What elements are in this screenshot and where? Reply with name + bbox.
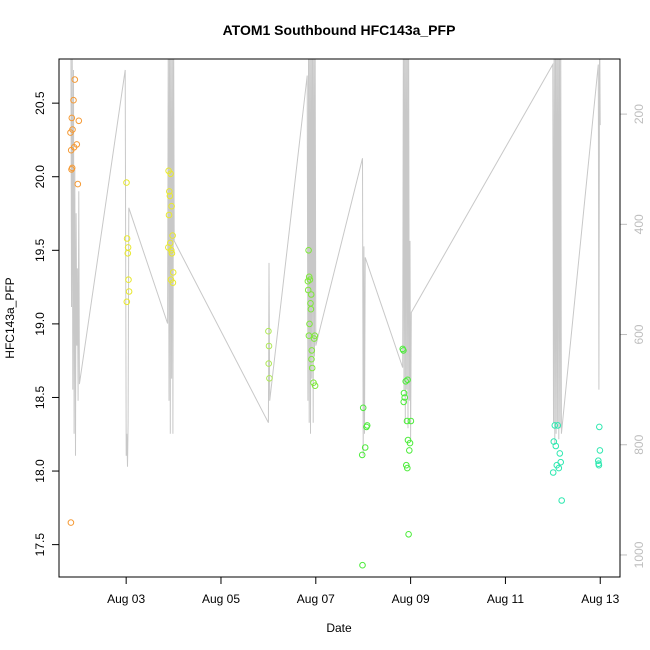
y-tick-label: 20.5: [33, 91, 47, 115]
data-point: [168, 250, 176, 257]
data-point: [405, 531, 412, 538]
data-point: [403, 461, 410, 469]
data-point: [75, 117, 83, 125]
data-point: [67, 519, 75, 526]
data-point: [304, 277, 312, 285]
data-point: [168, 247, 175, 254]
y-tick-label: 20.0: [33, 165, 47, 189]
y2-tick-label: 1000: [632, 541, 646, 568]
data-point: [406, 439, 414, 447]
points-layer: [67, 76, 604, 569]
data-point: [404, 464, 411, 472]
data-point: [552, 442, 560, 450]
y-tick-label: 17.5: [33, 533, 47, 557]
data-point: [554, 422, 562, 429]
data-point: [125, 288, 133, 295]
data-point: [169, 279, 177, 287]
data-point: [165, 211, 173, 219]
y-tick-label: 18.0: [33, 459, 47, 483]
data-point: [67, 146, 75, 154]
x-tick-label: Aug 11: [487, 592, 524, 606]
x-tick-label: Aug 07: [297, 592, 335, 606]
data-point: [71, 76, 79, 83]
data-point: [363, 423, 370, 431]
y-tick-label: 18.5: [33, 385, 47, 409]
data-point: [169, 269, 177, 276]
data-point: [306, 276, 314, 284]
data-point: [167, 170, 174, 178]
data-point: [358, 451, 366, 459]
data-point: [305, 247, 312, 254]
data-point: [551, 422, 559, 429]
data-point: [311, 382, 319, 390]
y2-tick-label: 200: [632, 104, 646, 124]
data-point: [308, 347, 316, 354]
y2-tick-label: 400: [632, 214, 646, 234]
data-point: [304, 286, 312, 294]
data-point: [359, 561, 366, 569]
data-point: [557, 458, 565, 466]
y2-tick-label: 600: [632, 324, 646, 344]
data-point: [68, 114, 76, 122]
data-point: [310, 335, 318, 342]
data-point: [123, 179, 130, 186]
data-point: [406, 447, 413, 454]
data-point: [404, 376, 411, 384]
data-point: [549, 469, 557, 476]
x-tick-label: Aug 09: [392, 592, 430, 606]
data-point: [124, 250, 132, 257]
data-point: [307, 305, 315, 313]
data-point: [68, 166, 75, 173]
data-point: [400, 389, 408, 397]
data-point: [401, 394, 409, 401]
data-point: [70, 96, 77, 104]
data-point: [123, 235, 131, 242]
data-point: [595, 457, 602, 465]
data-point: [558, 497, 566, 504]
y-tick-label: 19.0: [33, 312, 47, 336]
data-point: [67, 129, 74, 136]
x-axis-label: Date: [326, 621, 352, 635]
data-point: [308, 364, 316, 372]
x-tick-label: Aug 03: [107, 592, 145, 606]
data-point: [305, 273, 313, 281]
y-tick-label: 19.5: [33, 238, 47, 262]
y-axis-label: HFC143a_PFP: [3, 277, 17, 358]
depth-line-series: [70, 59, 601, 467]
data-point: [361, 444, 369, 451]
data-point: [123, 298, 131, 306]
x-tick-label: Aug 05: [202, 592, 240, 606]
data-point: [166, 192, 174, 200]
data-point: [266, 375, 273, 382]
data-point: [359, 404, 367, 412]
depth-line: [70, 59, 601, 467]
data-point: [265, 327, 272, 335]
data-point: [403, 417, 411, 425]
x-tick-label: Aug 13: [581, 592, 619, 606]
data-point: [169, 232, 176, 239]
data-point: [596, 447, 604, 454]
data-point: [306, 320, 313, 328]
data-point: [596, 423, 603, 431]
data-point: [166, 188, 173, 195]
data-point: [308, 355, 315, 363]
data-point: [265, 360, 273, 367]
data-point: [168, 202, 175, 210]
data-point: [400, 398, 408, 406]
data-point: [311, 332, 319, 340]
data-point: [595, 461, 603, 469]
data-point: [556, 450, 564, 457]
data-point: [402, 378, 410, 385]
chart-title: ATOM1 Southbound HFC143a_PFP: [223, 22, 456, 38]
data-point: [555, 464, 563, 472]
data-point: [265, 342, 273, 350]
data-point: [74, 180, 82, 188]
plot-frame: [58, 58, 621, 578]
y2-tick-label: 800: [632, 434, 646, 454]
data-point: [307, 291, 315, 298]
data-point: [125, 276, 132, 284]
data-point: [407, 417, 415, 425]
data-point: [400, 347, 407, 354]
